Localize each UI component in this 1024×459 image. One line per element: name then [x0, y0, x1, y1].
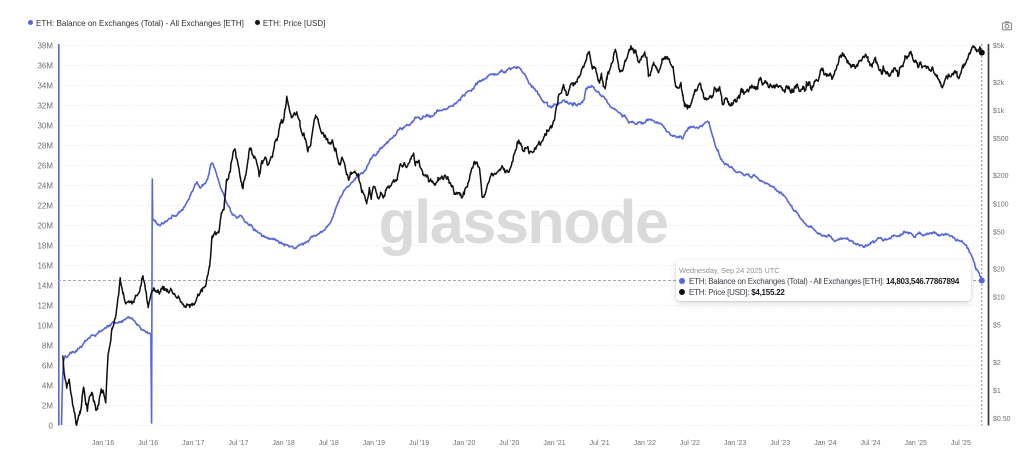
svg-text:30M: 30M	[37, 122, 53, 131]
svg-text:Jan '24: Jan '24	[814, 440, 836, 447]
svg-text:24M: 24M	[37, 182, 53, 191]
svg-text:6M: 6M	[42, 362, 53, 371]
svg-text:glassnode: glassnode	[378, 188, 667, 256]
svg-text:Jul '20: Jul '20	[499, 440, 519, 447]
svg-text:Jan '17: Jan '17	[182, 440, 204, 447]
svg-text:34M: 34M	[37, 82, 53, 91]
svg-text:Jul '19: Jul '19	[409, 440, 429, 447]
svg-text:8M: 8M	[42, 342, 53, 351]
svg-text:28M: 28M	[37, 142, 53, 151]
svg-text:Jan '23: Jan '23	[724, 440, 746, 447]
svg-text:18M: 18M	[37, 242, 53, 251]
svg-text:12M: 12M	[37, 302, 53, 311]
svg-text:38M: 38M	[37, 42, 53, 51]
svg-text:32M: 32M	[37, 102, 53, 111]
svg-text:$50: $50	[993, 229, 1005, 236]
svg-text:Jan '22: Jan '22	[634, 440, 656, 447]
svg-text:$100: $100	[993, 201, 1009, 208]
svg-text:Jul '16: Jul '16	[138, 440, 158, 447]
svg-text:Jan '16: Jan '16	[92, 440, 114, 447]
svg-text:$500: $500	[993, 136, 1009, 143]
svg-text:$10: $10	[993, 295, 1005, 302]
svg-text:Jul '24: Jul '24	[860, 440, 880, 447]
svg-text:4M: 4M	[42, 382, 53, 391]
svg-text:16M: 16M	[37, 262, 53, 271]
svg-text:Jan '21: Jan '21	[543, 440, 565, 447]
svg-text:$2: $2	[993, 360, 1001, 367]
svg-text:10M: 10M	[37, 322, 53, 331]
svg-text:Jul '23: Jul '23	[770, 440, 790, 447]
svg-text:Jan '19: Jan '19	[363, 440, 385, 447]
svg-text:26M: 26M	[37, 162, 53, 171]
svg-text:Jan '18: Jan '18	[272, 440, 294, 447]
svg-text:20M: 20M	[37, 222, 53, 231]
svg-text:Jul '25: Jul '25	[951, 440, 971, 447]
svg-text:$5k: $5k	[993, 43, 1005, 50]
svg-text:Jul '21: Jul '21	[590, 440, 610, 447]
svg-text:0: 0	[49, 422, 54, 431]
svg-text:22M: 22M	[37, 202, 53, 211]
svg-text:$2k: $2k	[993, 80, 1005, 87]
svg-text:Jul '22: Jul '22	[680, 440, 700, 447]
svg-text:$20: $20	[993, 267, 1005, 274]
svg-text:14M: 14M	[37, 282, 53, 291]
svg-text:36M: 36M	[37, 62, 53, 71]
svg-text:Jan '25: Jan '25	[905, 440, 927, 447]
svg-text:$5: $5	[993, 323, 1001, 330]
svg-text:$1k: $1k	[993, 108, 1005, 115]
svg-text:Jul '18: Jul '18	[319, 440, 339, 447]
svg-text:Jan '20: Jan '20	[453, 440, 475, 447]
svg-text:$1: $1	[993, 388, 1001, 395]
svg-text:$0.50: $0.50	[993, 416, 1011, 423]
svg-text:$200: $200	[993, 173, 1009, 180]
svg-text:2M: 2M	[42, 402, 53, 411]
svg-text:Jul '17: Jul '17	[228, 440, 248, 447]
